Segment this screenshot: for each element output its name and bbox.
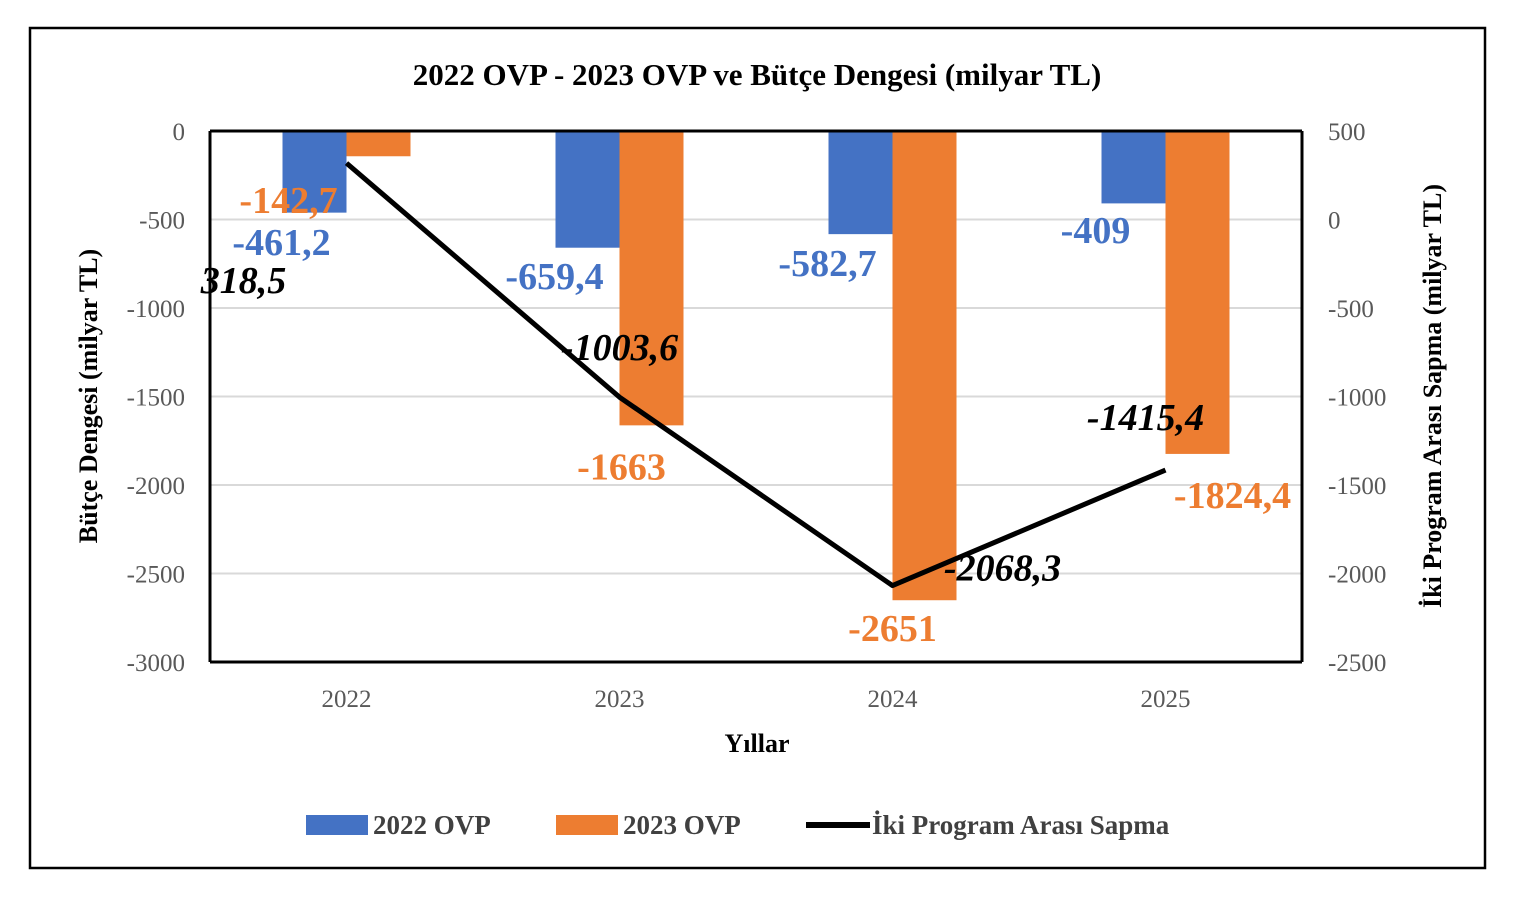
bar-2023-ovp [346,131,411,157]
data-label-deviation: -1003,6 [561,327,678,369]
y2-tick-label: -1000 [1328,385,1386,412]
bar-2022-ovp [828,131,893,235]
y-tick-label: -500 [139,208,185,235]
data-label-2023-ovp: -1663 [577,446,666,488]
legend: 2022 OVP 2023 OVP İki Program Arası Sapma [306,810,1170,840]
chart-title: 2022 OVP - 2023 OVP ve Bütçe Dengesi (mi… [413,57,1102,92]
x-tick-label: 2023 [595,686,645,713]
y2-tick-label: -2500 [1328,650,1386,677]
x-tick-label: 2022 [322,686,372,713]
y-tick-label: -2500 [127,562,185,589]
legend-swatch-2023-ovp [556,815,618,835]
bar-2023-ovp [619,131,684,426]
x-tick-label: 2025 [1141,686,1191,713]
deviation-line-path [344,161,1167,589]
axes [208,129,1304,664]
data-label-deviation: -1415,4 [1087,397,1204,439]
data-label-2022-ovp: -659,4 [505,256,603,298]
y-axis-title: Bütçe Dengesi (milyar TL) [74,249,103,543]
data-labels: -461,2-142,7 -659,4 -1663 -582,7 -2651 -409 -1… [200,180,1291,650]
y-tick-label: -3000 [127,650,185,677]
data-label-deviation: -2068,3 [944,548,1061,590]
bar-2022-ovp [1101,131,1166,204]
legend-label-deviation: İki Program Arası Sapma [872,810,1170,840]
legend-label-2023-ovp: 2023 OVP [623,810,741,840]
y-tick-label: -1000 [127,296,185,323]
y2-tick-label: 500 [1328,119,1366,146]
tick-labels: 0 500 -500 0 -1000 -500 -1500 -1000 -2000 -1500 -2… [127,119,1387,677]
y2-axis-title: İki Program Arası Sapma (milyar TL) [1418,184,1447,608]
data-label-2022-ovp: -461,2 [232,222,330,264]
y-tick-label: 0 [173,119,186,146]
y-tick-label: -2000 [127,473,185,500]
y2-tick-label: -1500 [1328,473,1386,500]
y2-tick-label: 0 [1328,208,1341,235]
deviation-line [344,161,1167,589]
x-tick-label: 2024 [868,686,919,713]
bar-2022-ovp [282,131,347,213]
data-label-2022-ovp: -409 [1061,210,1131,252]
y-tick-label: -1500 [127,385,185,412]
x-axis-title: Yıllar [725,729,790,758]
legend-swatch-2022-ovp [306,815,368,835]
data-label-deviation: 318,5 [200,260,287,302]
bars [282,131,1230,601]
y2-tick-label: -500 [1328,296,1374,323]
data-label-2023-ovp: -1824,4 [1174,475,1291,517]
bar-2022-ovp [555,131,620,248]
bar-2023-ovp [1165,131,1230,454]
chart-frame [28,26,1487,870]
y2-tick-label: -2000 [1328,562,1386,589]
data-label-2023-ovp: -142,7 [239,180,337,222]
data-label-2023-ovp: -2651 [848,608,937,650]
bar-2023-ovp [892,131,957,601]
data-label-2022-ovp: -582,7 [778,243,876,285]
legend-label-2022-ovp: 2022 OVP [373,810,491,840]
category-labels: 2022 2023 2024 2025 [322,686,1191,713]
